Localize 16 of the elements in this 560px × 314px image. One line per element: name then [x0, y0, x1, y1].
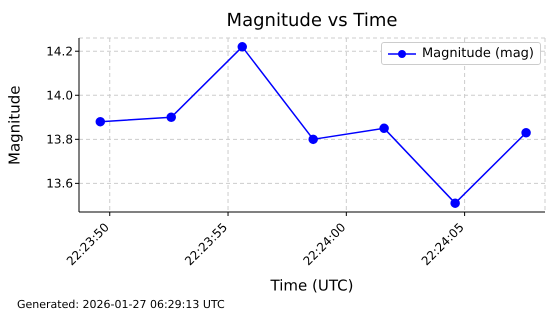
y-tick-label: 13.8 — [46, 132, 73, 147]
x-axis-title: Time (UTC) — [270, 276, 354, 295]
y-tick-label: 14.0 — [46, 88, 73, 103]
point — [450, 198, 460, 208]
legend-label: Magnitude (mag) — [422, 46, 534, 61]
point — [238, 42, 248, 52]
point — [521, 128, 531, 138]
point — [96, 116, 106, 126]
point — [308, 134, 318, 144]
chart-title: Magnitude vs Time — [226, 10, 398, 31]
y-axis-title: Magnitude — [5, 86, 24, 165]
point — [166, 112, 176, 122]
point — [379, 124, 389, 134]
y-tick-label: 13.6 — [46, 176, 73, 191]
text: Generated: 2026-01-27 06:29:13 UTC — [17, 298, 225, 311]
y-tick-label: 14.2 — [46, 44, 73, 58]
